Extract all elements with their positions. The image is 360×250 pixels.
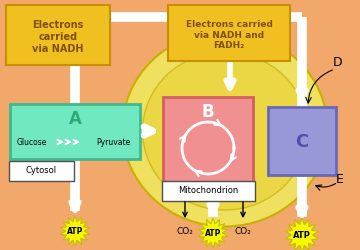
Text: A: A xyxy=(68,110,81,128)
Polygon shape xyxy=(285,218,319,250)
FancyBboxPatch shape xyxy=(168,6,290,62)
FancyBboxPatch shape xyxy=(10,104,140,159)
Text: CO₂: CO₂ xyxy=(235,226,251,235)
Text: Cytosol: Cytosol xyxy=(26,166,57,175)
FancyBboxPatch shape xyxy=(162,181,255,201)
Text: CO₂: CO₂ xyxy=(176,226,193,235)
Polygon shape xyxy=(198,218,228,248)
Text: D: D xyxy=(333,55,343,68)
Text: C: C xyxy=(295,132,309,150)
Ellipse shape xyxy=(122,32,328,226)
Text: ATP: ATP xyxy=(293,230,311,239)
FancyBboxPatch shape xyxy=(163,98,253,187)
Text: Electrons carried
via NADH and
FADH₂: Electrons carried via NADH and FADH₂ xyxy=(185,20,273,50)
Text: E: E xyxy=(336,173,344,186)
FancyBboxPatch shape xyxy=(6,6,110,66)
FancyBboxPatch shape xyxy=(268,108,336,175)
Text: B: B xyxy=(202,102,214,120)
Ellipse shape xyxy=(143,53,307,210)
Polygon shape xyxy=(60,216,90,246)
Text: Glucose: Glucose xyxy=(17,138,47,147)
FancyBboxPatch shape xyxy=(9,161,73,181)
Text: ATP: ATP xyxy=(67,226,83,235)
Text: Mitochondrion: Mitochondrion xyxy=(178,186,238,195)
Text: Pyruvate: Pyruvate xyxy=(96,138,130,147)
Text: ATP: ATP xyxy=(205,228,221,237)
Text: Electrons
carried
via NADH: Electrons carried via NADH xyxy=(32,20,84,54)
